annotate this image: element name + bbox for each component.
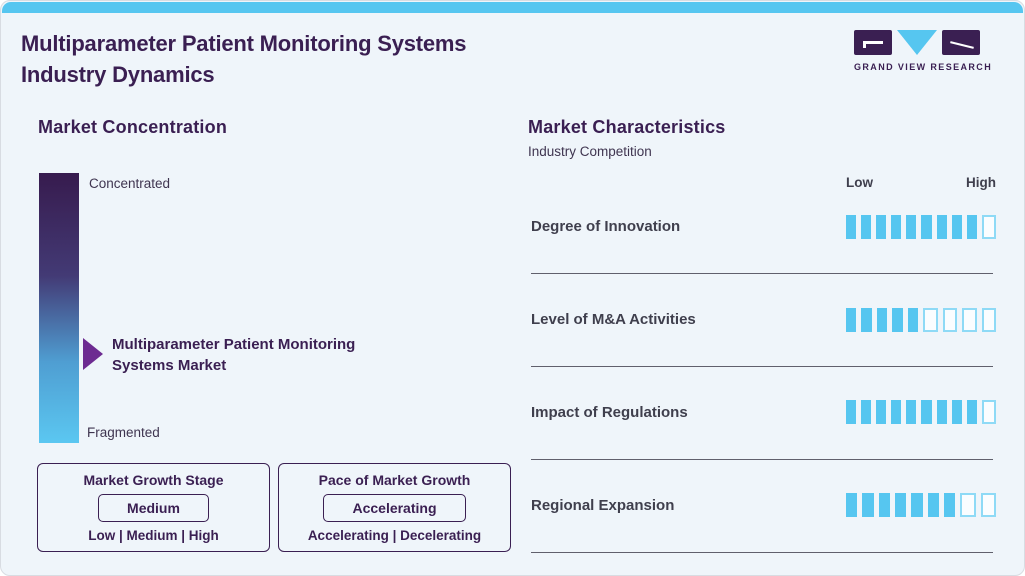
level-segment-filled [936, 215, 947, 239]
level-segment-filled [966, 215, 977, 239]
growth-stage-options: Low | Medium | High [88, 528, 219, 543]
scale-low-label: Low [846, 175, 873, 190]
gvr-logo-wordmark: GRAND VIEW RESEARCH [854, 62, 993, 72]
pace-of-growth-options: Accelerating | Decelerating [307, 528, 482, 543]
level-segment-filled [846, 215, 857, 239]
level-segment-filled [894, 493, 907, 517]
level-segment-filled [927, 493, 939, 517]
level-segment-filled [943, 493, 956, 517]
page-title-line2: Industry Dynamics [21, 62, 215, 87]
gvr-logo-r-glyph [950, 41, 974, 49]
level-segment-empty [981, 308, 996, 332]
level-segment-filled [892, 308, 903, 332]
market-growth-stage-box: Market Growth Stage Medium Low | Medium … [37, 463, 270, 552]
gvr-logo-mark [854, 30, 1000, 55]
level-segment-filled [936, 400, 947, 424]
characteristic-label-innovation: Degree of Innovation [531, 218, 681, 235]
level-segment-filled [966, 400, 977, 424]
level-segment-filled [876, 215, 887, 239]
level-segment-filled [891, 215, 902, 239]
growth-stage-value-badge: Medium [98, 494, 209, 522]
level-segment-filled [906, 215, 917, 239]
level-segment-empty [960, 493, 976, 517]
gvr-logo-v-triangle-icon [897, 30, 937, 55]
low-high-scale: Low High [846, 175, 996, 190]
row-divider [531, 459, 993, 460]
level-segment-filled [951, 400, 962, 424]
growth-stage-title: Market Growth Stage [83, 472, 224, 488]
characteristic-label-ma-activities: Level of M&A Activities [531, 311, 696, 328]
level-segment-filled [861, 400, 872, 424]
level-segment-filled [891, 400, 902, 424]
market-position-label-line1: Multiparameter Patient Monitoring [112, 336, 356, 353]
row-divider [531, 366, 993, 367]
level-segment-filled [862, 493, 874, 517]
row-divider [531, 273, 993, 274]
level-segment-filled [846, 493, 858, 517]
level-segment-filled [878, 493, 890, 517]
level-segment-filled [846, 308, 857, 332]
gvr-logo-r-block [942, 30, 980, 55]
pace-of-growth-title: Pace of Market Growth [318, 472, 471, 488]
level-segment-filled [906, 400, 917, 424]
grand-view-research-logo: GRAND VIEW RESEARCH [854, 30, 1000, 72]
pace-of-growth-box: Pace of Market Growth Accelerating Accel… [278, 463, 511, 552]
level-segment-empty [981, 215, 996, 239]
scale-high-label: High [966, 175, 996, 190]
page-title-line1: Multiparameter Patient Monitoring System… [21, 31, 467, 56]
level-bar-regulations [846, 400, 996, 424]
concentrated-label: Concentrated [89, 176, 171, 191]
level-segment-empty [981, 400, 996, 424]
level-segment-filled [846, 400, 857, 424]
level-bar-ma-activities [846, 308, 996, 332]
level-segment-filled [921, 400, 932, 424]
gvr-logo-g-glyph [863, 41, 866, 48]
level-segment-filled [861, 215, 872, 239]
level-segment-empty [923, 308, 938, 332]
level-segment-filled [951, 215, 962, 239]
level-segment-filled [876, 400, 887, 424]
level-segment-empty [962, 308, 977, 332]
level-segment-filled [911, 493, 923, 517]
market-position-arrow-icon [83, 338, 103, 370]
level-bar-regional-expansion [846, 493, 996, 517]
concentration-gradient-bar [39, 173, 79, 443]
level-bar-innovation [846, 215, 996, 239]
characteristic-label-regional-expansion: Regional Expansion [531, 497, 675, 514]
fragmented-label: Fragmented [87, 425, 160, 440]
market-position-label-line2: Systems Market [112, 357, 227, 374]
level-segment-filled [921, 215, 932, 239]
gvr-logo-g-block [854, 30, 892, 55]
market-position-label: Multiparameter Patient Monitoring System… [112, 334, 355, 376]
level-segment-empty [942, 308, 958, 332]
row-divider [531, 552, 993, 553]
market-characteristics-heading: Market Characteristics [528, 117, 726, 137]
characteristic-label-regulations: Impact of Regulations [531, 404, 688, 421]
level-segment-filled [876, 308, 888, 332]
level-segment-filled [861, 308, 872, 332]
level-segment-empty [980, 493, 996, 517]
page-title: Multiparameter Patient Monitoring System… [21, 28, 467, 90]
pace-of-growth-value-badge: Accelerating [323, 494, 466, 522]
top-accent-bar [2, 2, 1023, 13]
market-concentration-heading: Market Concentration [38, 117, 228, 137]
industry-competition-subheading: Industry Competition [528, 144, 652, 159]
level-segment-filled [907, 308, 919, 332]
